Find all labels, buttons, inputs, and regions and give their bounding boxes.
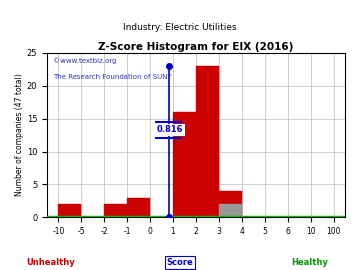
Bar bbox=[104, 204, 127, 217]
Y-axis label: Number of companies (47 total): Number of companies (47 total) bbox=[15, 74, 24, 197]
Text: Healthy: Healthy bbox=[291, 258, 328, 267]
Bar bbox=[58, 204, 81, 217]
Text: The Research Foundation of SUNY: The Research Foundation of SUNY bbox=[53, 74, 172, 80]
Text: 0.816: 0.816 bbox=[157, 125, 183, 134]
Text: Unhealthy: Unhealthy bbox=[26, 258, 75, 267]
Bar bbox=[219, 191, 242, 217]
Bar bbox=[219, 204, 242, 217]
Text: ©www.textbiz.org: ©www.textbiz.org bbox=[53, 58, 116, 64]
Text: Industry: Electric Utilities: Industry: Electric Utilities bbox=[123, 23, 237, 32]
Bar bbox=[196, 66, 219, 217]
Bar bbox=[173, 112, 196, 217]
Bar bbox=[127, 198, 150, 217]
Text: Score: Score bbox=[167, 258, 193, 267]
Title: Z-Score Histogram for EIX (2016): Z-Score Histogram for EIX (2016) bbox=[98, 42, 294, 52]
